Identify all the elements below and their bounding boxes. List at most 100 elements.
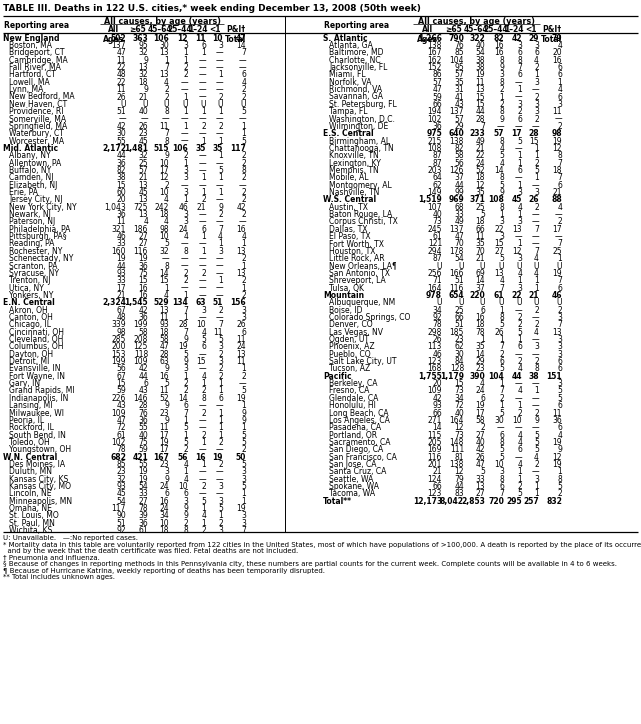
- Text: 1: 1: [201, 188, 206, 197]
- Text: Omaha, NE: Omaha, NE: [9, 504, 52, 513]
- Text: 6: 6: [517, 445, 522, 454]
- Text: Pittsburgh, PA§: Pittsburgh, PA§: [9, 232, 67, 241]
- Text: 52: 52: [160, 394, 169, 403]
- Text: 1: 1: [557, 254, 562, 264]
- Text: 21: 21: [117, 291, 126, 300]
- Text: New Haven, CT: New Haven, CT: [9, 100, 67, 109]
- Text: Boston, MA: Boston, MA: [9, 41, 52, 50]
- Text: —: —: [215, 401, 223, 411]
- Text: Reporting area: Reporting area: [4, 22, 69, 30]
- Text: <1: <1: [526, 25, 537, 34]
- Text: 8: 8: [164, 137, 169, 146]
- Text: 1: 1: [201, 519, 206, 528]
- Text: 57: 57: [138, 166, 148, 175]
- Text: U: U: [437, 298, 442, 307]
- Text: —: —: [180, 114, 188, 124]
- Text: Miami, FL: Miami, FL: [329, 70, 365, 80]
- Text: 11: 11: [117, 56, 126, 64]
- Text: —: —: [180, 181, 188, 190]
- Text: 7: 7: [499, 342, 504, 351]
- Text: 8: 8: [201, 394, 206, 403]
- Text: 10: 10: [160, 232, 169, 241]
- Text: 123: 123: [428, 489, 442, 498]
- Text: 1: 1: [201, 232, 206, 241]
- Text: 19: 19: [138, 468, 148, 476]
- Text: U: U: [499, 298, 504, 307]
- Text: 45: 45: [138, 137, 148, 146]
- Text: 9: 9: [499, 188, 504, 197]
- Text: 2: 2: [499, 350, 504, 359]
- Text: 3: 3: [218, 526, 223, 535]
- Text: 38: 38: [117, 173, 126, 182]
- Text: 61: 61: [433, 232, 442, 241]
- Text: 18: 18: [160, 328, 169, 337]
- Text: 11: 11: [553, 107, 562, 116]
- Text: 5: 5: [183, 438, 188, 447]
- Text: 20: 20: [433, 379, 442, 388]
- Text: 2: 2: [241, 85, 246, 94]
- Text: U: U: [458, 298, 464, 307]
- Text: 2: 2: [534, 114, 539, 124]
- Text: 90: 90: [116, 511, 126, 521]
- Text: 19: 19: [138, 254, 148, 264]
- Text: 47: 47: [432, 85, 442, 94]
- Text: 2: 2: [557, 489, 562, 498]
- Text: 257: 257: [523, 497, 539, 506]
- Text: —: —: [215, 468, 223, 476]
- Text: 35: 35: [475, 342, 485, 351]
- Text: 49: 49: [454, 217, 464, 227]
- Text: 11: 11: [160, 313, 169, 322]
- Text: Houston, TX: Houston, TX: [329, 247, 376, 256]
- Text: Toledo, OH: Toledo, OH: [9, 438, 50, 447]
- Text: ** Total includes unknown ages.: ** Total includes unknown ages.: [3, 574, 115, 581]
- Text: —: —: [215, 130, 223, 138]
- Text: 5: 5: [557, 394, 562, 403]
- Text: —: —: [531, 468, 539, 476]
- Text: 1–24: 1–24: [188, 25, 208, 34]
- Text: 1: 1: [183, 107, 188, 116]
- Text: 12,173: 12,173: [413, 497, 442, 506]
- Text: 640: 640: [448, 130, 464, 138]
- Text: —: —: [215, 261, 223, 271]
- Text: 10: 10: [196, 320, 206, 329]
- Text: 1: 1: [183, 195, 188, 204]
- Text: 28: 28: [160, 350, 169, 359]
- Text: 128: 128: [450, 364, 464, 374]
- Text: Little Rock, AR: Little Rock, AR: [329, 254, 385, 264]
- Text: 43: 43: [138, 387, 148, 395]
- Text: 164: 164: [428, 284, 442, 292]
- Text: 1: 1: [480, 335, 485, 344]
- Text: 203: 203: [428, 166, 442, 175]
- Text: 40: 40: [432, 210, 442, 219]
- Text: 43: 43: [116, 401, 126, 411]
- Text: 2: 2: [534, 63, 539, 72]
- Text: 2: 2: [183, 70, 188, 80]
- Text: 5: 5: [499, 151, 504, 160]
- Text: Charlotte, NC: Charlotte, NC: [329, 56, 381, 64]
- Text: 4: 4: [557, 85, 562, 94]
- Text: —: —: [215, 269, 223, 278]
- Text: —: —: [180, 284, 188, 292]
- Text: U: U: [142, 100, 148, 109]
- Text: 5: 5: [517, 328, 522, 337]
- Text: Worcester, MA: Worcester, MA: [9, 137, 64, 146]
- Text: 3: 3: [534, 41, 539, 50]
- Text: 9: 9: [218, 203, 223, 211]
- Text: 3: 3: [557, 350, 562, 359]
- Text: Denver, CO: Denver, CO: [329, 320, 372, 329]
- Text: 5: 5: [183, 350, 188, 359]
- Text: 33: 33: [138, 489, 148, 498]
- Text: 45–64: 45–64: [147, 25, 172, 34]
- Text: 3: 3: [534, 342, 539, 351]
- Text: —: —: [162, 254, 169, 264]
- Text: —: —: [180, 240, 188, 248]
- Text: 54: 54: [116, 497, 126, 506]
- Text: 1: 1: [201, 460, 206, 469]
- Text: 11: 11: [237, 335, 246, 344]
- Text: —: —: [119, 114, 126, 124]
- Text: 4: 4: [164, 217, 169, 227]
- Text: 116: 116: [133, 247, 148, 256]
- Text: 44: 44: [475, 107, 485, 116]
- Text: 59: 59: [138, 445, 148, 454]
- Text: 1,481: 1,481: [124, 144, 148, 153]
